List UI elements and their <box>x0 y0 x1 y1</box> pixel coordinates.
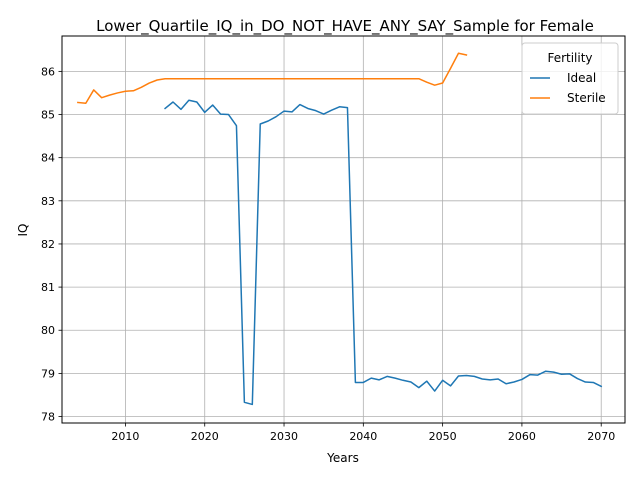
legend-label-ideal: Ideal <box>567 71 596 85</box>
x-axis-ticks: 2010 2020 2030 2040 2050 2060 2070 <box>111 423 615 443</box>
series-lines <box>77 52 603 406</box>
grid <box>62 36 625 423</box>
x-tick-label: 2050 <box>429 430 457 443</box>
y-tick-label: 81 <box>41 281 55 294</box>
legend-title: Fertility <box>547 51 592 65</box>
y-tick-label: 84 <box>41 152 55 165</box>
y-axis-label: IQ <box>16 224 30 237</box>
legend-label-sterile: Sterile <box>567 91 606 105</box>
series-line-sterile <box>77 52 468 105</box>
legend: Fertility Ideal Sterile <box>521 42 619 115</box>
legend-box <box>521 42 619 115</box>
y-tick-label: 86 <box>41 65 55 78</box>
series-line-ideal <box>164 99 603 406</box>
y-tick-label: 82 <box>41 238 55 251</box>
x-tick-label: 2070 <box>587 430 615 443</box>
y-tick-label: 80 <box>41 324 55 337</box>
y-tick-label: 79 <box>41 367 55 380</box>
x-tick-label: 2040 <box>349 430 377 443</box>
y-tick-label: 78 <box>41 411 55 424</box>
x-axis-label: Years <box>326 451 359 465</box>
x-tick-label: 2010 <box>111 430 139 443</box>
y-axis-ticks: 78 79 80 81 82 83 84 85 86 <box>41 65 62 424</box>
x-tick-label: 2030 <box>270 430 298 443</box>
y-tick-label: 85 <box>41 109 55 122</box>
y-tick-label: 83 <box>41 195 55 208</box>
plot-area-frame <box>61 35 626 424</box>
x-tick-label: 2020 <box>191 430 219 443</box>
x-tick-label: 2060 <box>508 430 536 443</box>
chart-title: Lower_Quartile_IQ_in_DO_NOT_HAVE_ANY_SAY… <box>96 17 594 36</box>
